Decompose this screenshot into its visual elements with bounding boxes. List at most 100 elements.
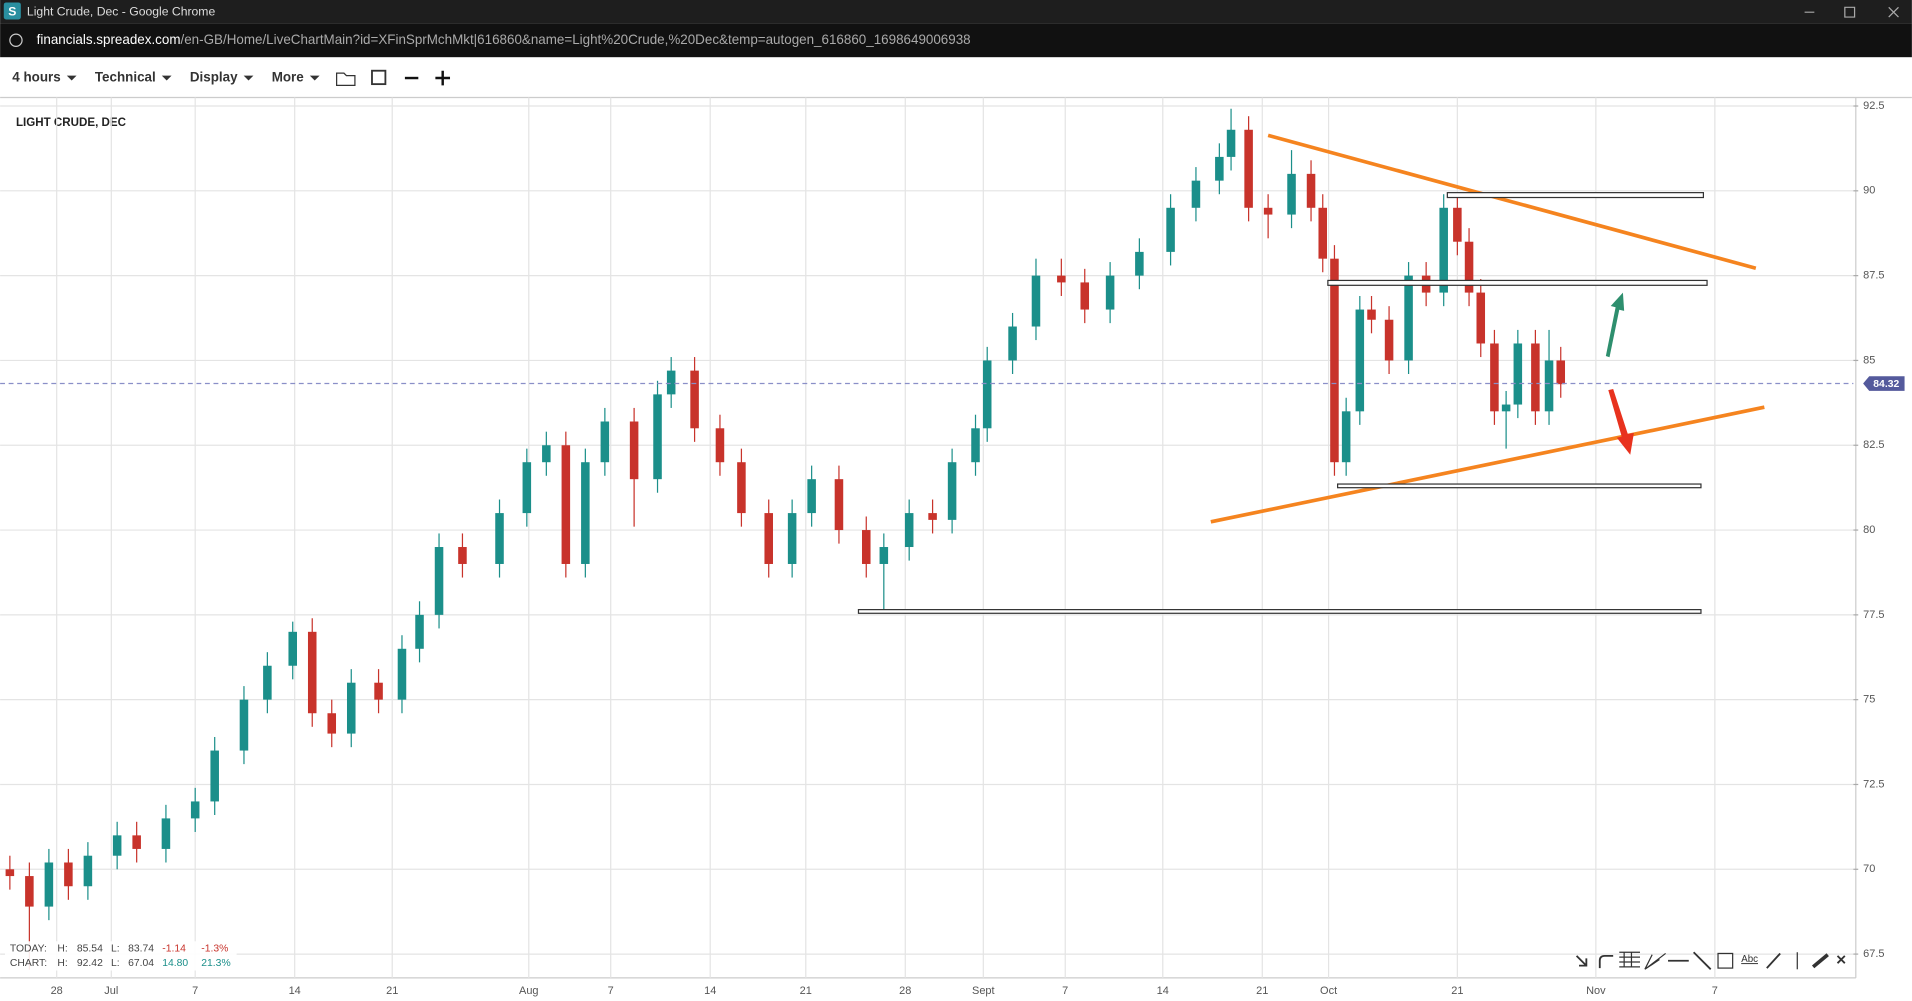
candle-body — [1244, 129, 1253, 208]
candle-body — [737, 462, 746, 514]
down-arrow — [1608, 388, 1634, 455]
candle-body — [1080, 282, 1090, 310]
stat-text: CHART: — [10, 958, 47, 969]
candle-body — [1263, 207, 1273, 215]
candle-body — [83, 855, 93, 887]
stat-text: 85.54 — [77, 943, 103, 954]
tool-arrow[interactable] — [1575, 955, 1588, 967]
address-bar — [0, 23, 1912, 58]
tool-line[interactable] — [1692, 951, 1712, 970]
candle-body — [542, 445, 551, 463]
candle-body — [239, 699, 249, 751]
x-tick-label: 7 — [1712, 985, 1718, 997]
y-tick-label: 72.5 — [1863, 778, 1884, 790]
dropdown-caret — [309, 75, 320, 81]
candle-body — [653, 394, 662, 480]
x-tick-label: 28 — [51, 985, 63, 997]
tool-ray[interactable] — [1766, 952, 1781, 969]
url-path: /en-GB/Home/LiveChartMain?id=XFinSprMchM… — [181, 32, 971, 47]
x-tick-label: 7 — [608, 985, 614, 997]
resistance-trendline — [1267, 133, 1757, 270]
y-tick-label: 87.5 — [1863, 270, 1884, 282]
toolbar-menu[interactable]: More — [272, 70, 304, 85]
candle-body — [458, 547, 467, 564]
dropdown-caret — [161, 75, 172, 81]
candle-body — [1215, 156, 1224, 181]
tool-fib[interactable] — [1619, 951, 1640, 968]
app-icon-letter: S — [8, 4, 16, 18]
x-tick-label: 21 — [1451, 985, 1463, 997]
candle-body — [1306, 173, 1316, 208]
tool-rect[interactable] — [1717, 952, 1734, 969]
candle-body — [190, 801, 200, 819]
candle-body — [1453, 207, 1462, 242]
save-icon[interactable] — [371, 69, 387, 86]
candle-body — [1464, 241, 1474, 293]
tool-text[interactable]: Abc — [1741, 954, 1758, 965]
zone-box — [1337, 483, 1702, 489]
tool-curve[interactable] — [1598, 954, 1614, 969]
zone-box — [1327, 279, 1708, 286]
x-tick-label: 14 — [1157, 985, 1169, 997]
candle-body — [434, 547, 444, 615]
candle-body — [834, 479, 844, 531]
x-tick-label: Jul — [104, 985, 118, 997]
chart-title: LIGHT CRUDE, DEC — [16, 117, 127, 129]
toolbar-menu[interactable]: 4 hours — [12, 70, 60, 85]
tool-fan[interactable] — [1644, 952, 1666, 970]
y-tick-label: 70 — [1863, 863, 1875, 875]
tool-close[interactable] — [1836, 955, 1846, 964]
url[interactable]: financials.spreadex.com/en-GB/Home/LiveC… — [37, 32, 971, 47]
window-title: Light Crude, Dec - Google Chrome — [27, 4, 216, 18]
candle-body — [629, 421, 639, 480]
window-controls[interactable] — [1804, 6, 1899, 18]
zone-box — [857, 609, 1702, 614]
toolbar-menu[interactable]: Technical — [95, 70, 156, 85]
candle-body — [879, 547, 889, 564]
candle-body — [1105, 275, 1115, 310]
candle-body — [346, 682, 356, 734]
candle-body — [307, 631, 317, 714]
title-bar — [0, 0, 1912, 24]
candle-body — [807, 479, 816, 514]
stat-text: L: — [111, 958, 120, 969]
dropdown-caret — [66, 75, 77, 81]
candle-body — [904, 513, 914, 548]
stats-box — [4, 941, 237, 971]
candle-body — [1513, 343, 1523, 405]
up-arrow — [1605, 292, 1625, 358]
candle-body — [263, 665, 272, 700]
candle-body — [666, 370, 676, 395]
candle-body — [25, 876, 34, 907]
site-info-icon[interactable] — [9, 33, 23, 47]
open-icon[interactable] — [336, 72, 356, 86]
candle-body — [397, 648, 407, 700]
tool-pencil[interactable] — [1811, 953, 1829, 969]
drawing-tools: Abc — [1575, 951, 1846, 970]
candle-body — [1191, 180, 1201, 208]
dropdown-caret — [243, 75, 254, 81]
last-price-tag — [1863, 376, 1905, 391]
candle-body — [1531, 343, 1540, 412]
zoom-in[interactable] — [435, 70, 451, 86]
y-tick-label: 80 — [1863, 524, 1875, 536]
candle-body — [1318, 207, 1328, 259]
candle-body — [561, 445, 571, 564]
candle-body — [1330, 258, 1339, 463]
toolbar-menu[interactable]: Display — [190, 70, 238, 85]
toolbar — [0, 57, 1912, 98]
stat-text: -1.14 — [162, 943, 186, 954]
last-price-label: 84.32 — [1873, 379, 1899, 390]
candle-body — [1544, 360, 1554, 412]
x-tick-label: 14 — [704, 985, 716, 997]
x-tick-label: Aug — [519, 985, 539, 997]
y-tick-label: 90 — [1863, 185, 1875, 197]
candle-body — [1367, 309, 1376, 320]
candle-body — [1341, 411, 1351, 463]
app-icon — [3, 2, 21, 20]
x-tick-label: 14 — [289, 985, 301, 997]
candle-body — [715, 428, 725, 463]
candle-body — [522, 462, 532, 514]
candle-body — [1057, 275, 1066, 283]
candle-body — [374, 682, 383, 700]
